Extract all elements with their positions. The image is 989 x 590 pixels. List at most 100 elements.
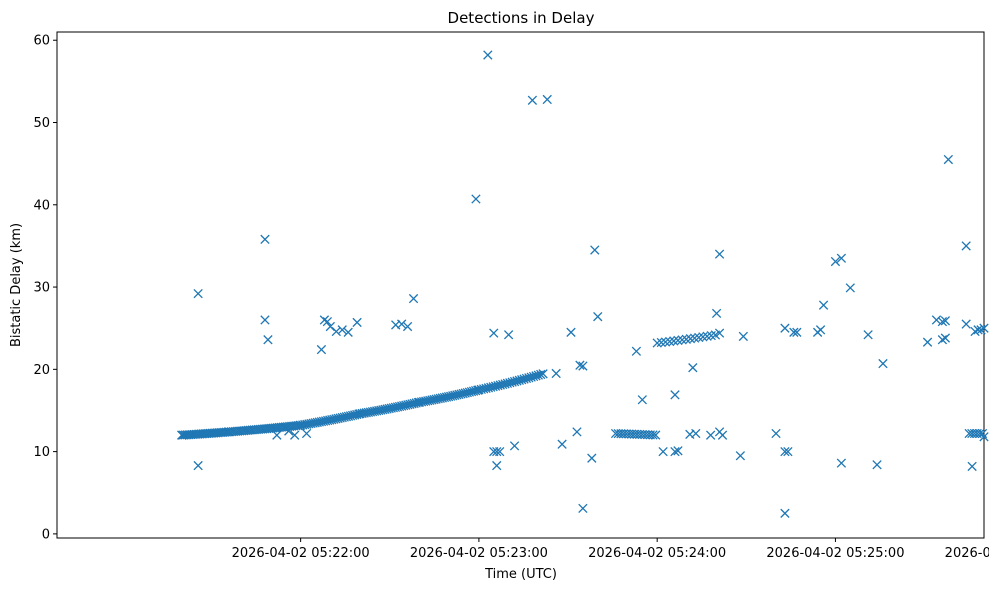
data-point <box>937 316 948 327</box>
data-point <box>557 439 567 449</box>
data-point <box>780 446 790 457</box>
data-point <box>845 283 855 293</box>
data-point <box>735 451 746 461</box>
data-point <box>670 446 680 457</box>
data-point <box>337 325 347 335</box>
data-point <box>331 326 341 337</box>
data-point <box>792 327 802 337</box>
points-layer <box>177 50 989 518</box>
data-point <box>572 427 582 437</box>
data-point <box>631 346 642 356</box>
data-point <box>272 430 282 440</box>
data-point <box>670 390 680 400</box>
data-point <box>260 315 270 325</box>
data-point <box>637 395 647 405</box>
data-point <box>940 316 951 326</box>
data-point <box>961 319 971 329</box>
data-point <box>260 234 270 244</box>
data-point <box>714 249 725 259</box>
y-tick-label: 50 <box>33 116 50 131</box>
data-point <box>780 323 790 333</box>
data-point <box>705 430 716 440</box>
data-point <box>652 338 662 348</box>
data-point <box>872 460 882 470</box>
data-point <box>509 441 520 451</box>
data-point <box>492 460 502 471</box>
data-point <box>343 327 353 337</box>
data-point <box>961 241 971 251</box>
data-point <box>979 432 989 442</box>
data-point <box>322 316 333 327</box>
y-axis-label: Bistatic Delay (km) <box>9 223 24 347</box>
data-point <box>263 335 273 345</box>
data-point <box>878 358 888 369</box>
data-point <box>575 360 585 370</box>
data-point <box>483 50 493 60</box>
data-point <box>922 337 933 347</box>
x-tick-label: 2026-04-02 05:26:00 <box>945 546 989 561</box>
data-point <box>714 328 725 338</box>
x-axis: 2026-04-02 05:22:00 2026-04-02 05:23:00 20… <box>232 538 989 561</box>
data-point <box>352 317 362 328</box>
y-axis: 0 10 20 30 40 50 60 <box>33 34 57 542</box>
data-point <box>771 428 781 439</box>
data-point <box>979 323 989 333</box>
data-point <box>325 321 336 332</box>
data-point <box>651 430 661 440</box>
y-tick-label: 60 <box>33 34 50 49</box>
data-point <box>578 361 588 371</box>
data-point <box>316 344 327 355</box>
data-point <box>402 321 413 332</box>
x-axis-label: Time (UTC) <box>484 567 557 582</box>
chart-title: Detections in Delay <box>448 9 595 27</box>
data-point <box>943 154 954 165</box>
data-point <box>527 95 538 105</box>
x-tick-label: 2026-04-02 05:25:00 <box>766 546 904 561</box>
data-point <box>836 458 847 468</box>
data-point <box>660 337 671 347</box>
data-point <box>836 253 847 263</box>
data-point <box>688 363 698 373</box>
y-tick-label: 0 <box>42 527 50 542</box>
data-point <box>587 453 597 463</box>
data-point <box>717 430 728 440</box>
data-point <box>538 369 548 379</box>
data-point <box>536 369 546 380</box>
data-point <box>673 446 683 456</box>
data-point <box>738 331 748 342</box>
plot-area <box>56 31 985 539</box>
data-point <box>780 508 790 518</box>
data-point <box>940 333 951 343</box>
data-point <box>593 312 603 322</box>
data-point <box>815 325 826 335</box>
y-tick-label: 20 <box>33 363 50 378</box>
data-point <box>590 245 600 255</box>
data-point <box>470 386 481 396</box>
data-point <box>503 330 514 340</box>
data-point <box>177 430 187 440</box>
data-point <box>301 428 312 439</box>
data-point <box>193 288 203 299</box>
data-point <box>830 256 841 267</box>
data-point <box>973 325 983 335</box>
data-point <box>789 327 799 337</box>
data-point <box>551 368 561 379</box>
data-point <box>495 446 505 457</box>
data-point <box>970 326 980 337</box>
x-tick-label: 2026-04-02 05:22:00 <box>232 546 370 561</box>
data-point <box>542 94 552 105</box>
data-point <box>492 446 502 457</box>
data-point <box>578 503 588 514</box>
y-tick-label: 40 <box>33 198 50 213</box>
data-point <box>290 430 300 440</box>
data-point <box>691 428 701 439</box>
data-point <box>967 461 977 472</box>
data-point <box>489 328 499 338</box>
data-point <box>976 325 986 335</box>
data-point <box>656 337 666 348</box>
data-point <box>937 335 948 345</box>
x-tick-label: 2026-04-02 05:23:00 <box>410 546 548 561</box>
data-point <box>284 426 294 436</box>
y-tick-label: 10 <box>33 445 50 460</box>
